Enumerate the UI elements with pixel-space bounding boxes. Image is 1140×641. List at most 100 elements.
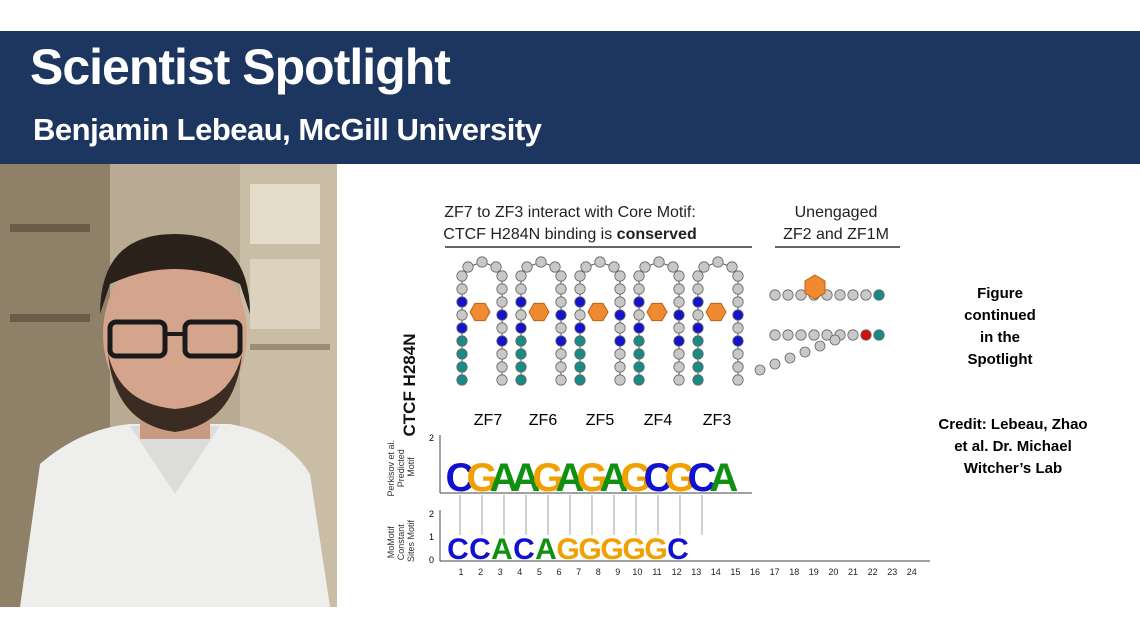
logo-letter: C <box>688 456 717 500</box>
logo-letter: A <box>710 456 739 500</box>
logo1-ylabel-line: Motif <box>406 457 416 477</box>
axis-tick-label: 24 <box>907 567 917 577</box>
zf-residue <box>639 261 651 273</box>
zf-residue <box>515 322 527 334</box>
zf-residue <box>799 346 811 358</box>
logo-letter: A <box>600 456 629 500</box>
zf-residue <box>860 289 872 301</box>
logo2-ylabel: MoMotif Constant Sites Motif <box>386 519 416 562</box>
logo1-ylabel-line: Perkisov et al. <box>386 440 396 497</box>
zf-residue <box>732 348 744 360</box>
zf-label: ZF6 <box>529 412 558 429</box>
axis-tick-label: 20 <box>828 567 838 577</box>
page-title: Scientist Spotlight <box>30 39 451 95</box>
zinc-ion <box>646 302 668 322</box>
note-line: Figure <box>977 285 1023 302</box>
zf-residue <box>574 348 586 360</box>
logo-letter: G <box>576 456 607 500</box>
zf-residue <box>496 361 508 373</box>
zf-residue <box>535 256 547 268</box>
zf-residue <box>860 329 872 341</box>
header-banner <box>0 31 1140 164</box>
credit-line: Credit: Lebeau, Zhao <box>938 416 1088 433</box>
zf-residue <box>614 374 626 386</box>
zf-residue <box>515 270 527 282</box>
zf-residue <box>692 348 704 360</box>
zf-residue <box>814 340 826 352</box>
credit-note: Credit: Lebeau, Zhao et al. Dr. Michael … <box>918 414 1108 480</box>
zf-residue <box>633 361 645 373</box>
zf-residue <box>574 322 586 334</box>
note-line: in the <box>980 329 1020 346</box>
zf-label: ZF3 <box>703 412 732 429</box>
zf-residue <box>608 261 620 273</box>
zf-residue <box>614 296 626 308</box>
zf-residue <box>673 374 685 386</box>
zf-residue <box>732 270 744 282</box>
axis-tick-label: 18 <box>789 567 799 577</box>
zinc-ion <box>469 302 491 322</box>
axis-tick-label: 14 <box>711 567 721 577</box>
zf-residue <box>496 335 508 347</box>
zf-residue <box>614 335 626 347</box>
zf-residue <box>673 322 685 334</box>
zf-residue <box>555 296 567 308</box>
zf-label: ZF5 <box>586 412 615 429</box>
axis-tick-label: 1 <box>458 567 463 577</box>
header-left-line1: ZF7 to ZF3 interact with Core Motif: <box>444 204 696 221</box>
header-right-line2: ZF2 and ZF1M <box>783 226 889 243</box>
zf-residue <box>496 270 508 282</box>
vertical-label: CTCF H284N <box>400 334 419 437</box>
axis-tick-label: 15 <box>730 567 740 577</box>
zf-residue <box>555 374 567 386</box>
zf-residue <box>795 329 807 341</box>
zf-residue <box>515 309 527 321</box>
zf-residue <box>795 289 807 301</box>
zf-residue <box>633 270 645 282</box>
zf-residue <box>633 374 645 386</box>
zf-residue <box>698 261 710 273</box>
zf-residue <box>549 261 561 273</box>
axis-tick-label: 3 <box>498 567 503 577</box>
zf-residue <box>574 361 586 373</box>
zf-residue <box>555 283 567 295</box>
zf-residue <box>692 322 704 334</box>
zf-residue <box>496 309 508 321</box>
scientist-photo <box>0 164 337 607</box>
zf-residue <box>521 261 533 273</box>
zf-residue <box>490 261 502 273</box>
zf-label: ZF7 <box>474 412 503 429</box>
zinc-finger-diagram <box>456 256 885 386</box>
logo-letter: C <box>644 456 673 500</box>
axis-tick-label: 17 <box>770 567 780 577</box>
zf-residue <box>515 335 527 347</box>
zf-residue <box>782 289 794 301</box>
zf-residue <box>769 358 781 370</box>
page-subtitle: Benjamin Lebeau, McGill University <box>33 112 542 147</box>
zf-residue <box>614 322 626 334</box>
zf-residue <box>614 270 626 282</box>
axis-tick-label: 12 <box>672 567 682 577</box>
logo-letter: A <box>512 456 541 500</box>
logo-letter: G <box>466 456 497 500</box>
zf-label: ZF4 <box>644 412 673 429</box>
logo-letter: G <box>622 533 645 566</box>
logo-letter: G <box>600 533 623 566</box>
connector-lines <box>459 495 703 535</box>
zf-residue <box>732 309 744 321</box>
axis-tick-label: 23 <box>887 567 897 577</box>
zf-residue <box>515 296 527 308</box>
zinc-ion <box>705 302 727 322</box>
axis-tick-label: 19 <box>809 567 819 577</box>
logo-letter: G <box>532 456 563 500</box>
zf-residue <box>555 361 567 373</box>
zf-residue <box>574 283 586 295</box>
logo-letter: A <box>556 456 585 500</box>
logo-letter: A <box>490 456 519 500</box>
axis-tick-label: 9 <box>615 567 620 577</box>
logo1-ylabel-line: Predicted <box>396 449 406 487</box>
zf-residue <box>456 283 468 295</box>
logo-letter: G <box>664 456 695 500</box>
axis-tick-label: 8 <box>596 567 601 577</box>
zf-residue <box>456 374 468 386</box>
